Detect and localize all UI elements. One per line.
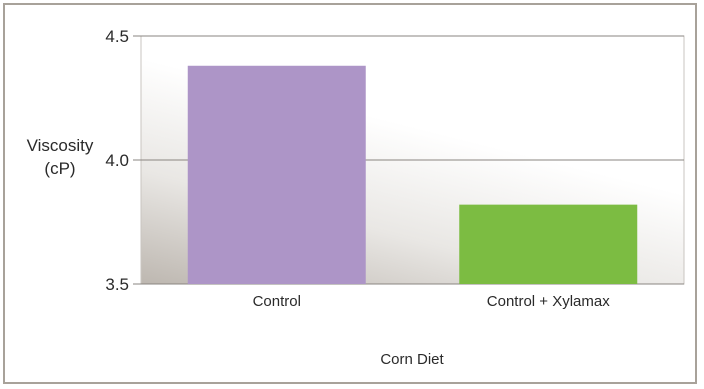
y-tick-label: 4.0 <box>105 151 129 170</box>
x-category-label: Control + Xylamax <box>487 293 610 310</box>
x-axis-label: Corn Diet <box>380 351 444 368</box>
x-category-label: Control <box>253 293 301 310</box>
y-tick-label: 4.5 <box>105 27 129 46</box>
bar-control-xylamax <box>459 204 638 284</box>
y-axis-label-line-1: Viscosity <box>27 136 94 155</box>
y-tick-label: 3.5 <box>105 275 129 294</box>
bar-control <box>187 65 366 284</box>
y-axis-label-line-2: (cP) <box>44 159 75 178</box>
